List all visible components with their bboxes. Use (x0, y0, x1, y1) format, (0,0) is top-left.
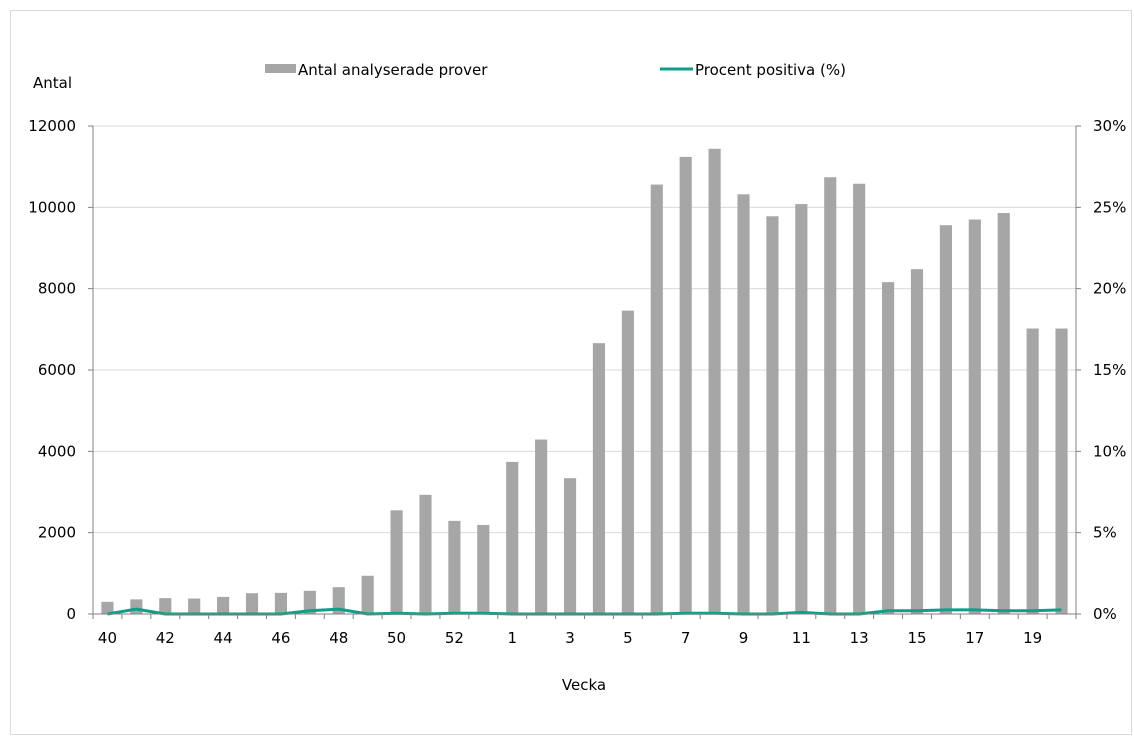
y-right-tick-label: 30% (1093, 117, 1126, 135)
bar (1026, 328, 1039, 614)
y-right-tick-label: 5% (1093, 524, 1117, 542)
bar (245, 593, 259, 614)
bar (737, 194, 750, 614)
bar-series (101, 148, 1068, 615)
bar (939, 225, 952, 614)
y-left-tick-label: 0 (66, 605, 76, 623)
bar (419, 494, 432, 614)
x-axis-title: Vecka (562, 676, 606, 694)
bar (535, 439, 548, 614)
bar (621, 310, 634, 614)
legend-label-line: Procent positiva (%) (695, 61, 846, 79)
y-right-tick-label: 0% (1093, 605, 1117, 623)
bar (563, 478, 577, 614)
bar (101, 601, 114, 614)
y-right-tick-label: 10% (1093, 442, 1126, 460)
bar (968, 219, 981, 615)
bar (1055, 328, 1068, 614)
x-tick-label: 44 (214, 629, 233, 647)
bar (303, 590, 316, 614)
y-left-tick-label: 10000 (28, 198, 76, 216)
bar (650, 184, 663, 614)
bar (592, 343, 606, 614)
x-tick-label: 13 (850, 629, 869, 647)
bar (477, 524, 490, 614)
y-axis-left-title: Antal (33, 74, 72, 92)
x-tick-label: 19 (1023, 629, 1042, 647)
bar (448, 520, 461, 614)
legend-label-bars: Antal analyserade prover (298, 61, 488, 79)
bar (824, 177, 837, 615)
legend: Antal analyserade prover Procent positiv… (265, 61, 846, 79)
x-tick-label: 5 (623, 629, 633, 647)
x-tick-label: 42 (156, 629, 175, 647)
x-tick-label: 50 (387, 629, 406, 647)
bar (159, 598, 172, 614)
bar (766, 216, 779, 614)
axes (88, 125, 1081, 619)
y-left-tick-label: 2000 (38, 524, 76, 542)
bar (997, 213, 1010, 614)
y-right-tick-label: 20% (1093, 280, 1126, 298)
x-tick-label: 11 (792, 629, 811, 647)
x-tick-label: 3 (565, 629, 575, 647)
bar (332, 587, 345, 614)
bar (274, 592, 287, 614)
bar (910, 269, 924, 614)
legend-swatch-bars (265, 64, 296, 73)
bar (679, 156, 692, 614)
bar (882, 282, 895, 614)
tick-labels: 0 0% 2000 5% 4000 10% 6000 15% 8000 20% 10000 25% 12… (28, 117, 1126, 647)
y-left-tick-label: 6000 (38, 361, 76, 379)
x-tick-label: 40 (98, 629, 117, 647)
bar (708, 148, 721, 615)
x-tick-label: 52 (445, 629, 464, 647)
y-right-tick-label: 25% (1093, 198, 1126, 216)
bar (853, 183, 866, 614)
bar (130, 599, 143, 614)
x-tick-label: 46 (271, 629, 290, 647)
bar (390, 510, 403, 614)
y-right-tick-label: 15% (1093, 361, 1126, 379)
gridlines (93, 125, 1076, 534)
y-left-tick-label: 8000 (38, 280, 76, 298)
bar (217, 596, 230, 614)
x-tick-label: 15 (907, 629, 926, 647)
x-tick-label: 7 (681, 629, 691, 647)
y-left-tick-label: 12000 (28, 117, 76, 135)
bar (506, 461, 519, 614)
bar (795, 204, 808, 614)
x-tick-label: 17 (965, 629, 984, 647)
x-tick-label: 9 (739, 629, 749, 647)
y-left-tick-label: 4000 (38, 442, 76, 460)
bar (361, 575, 374, 614)
bar (188, 598, 201, 614)
x-tick-label: 1 (507, 629, 517, 647)
x-tick-label: 48 (329, 629, 348, 647)
